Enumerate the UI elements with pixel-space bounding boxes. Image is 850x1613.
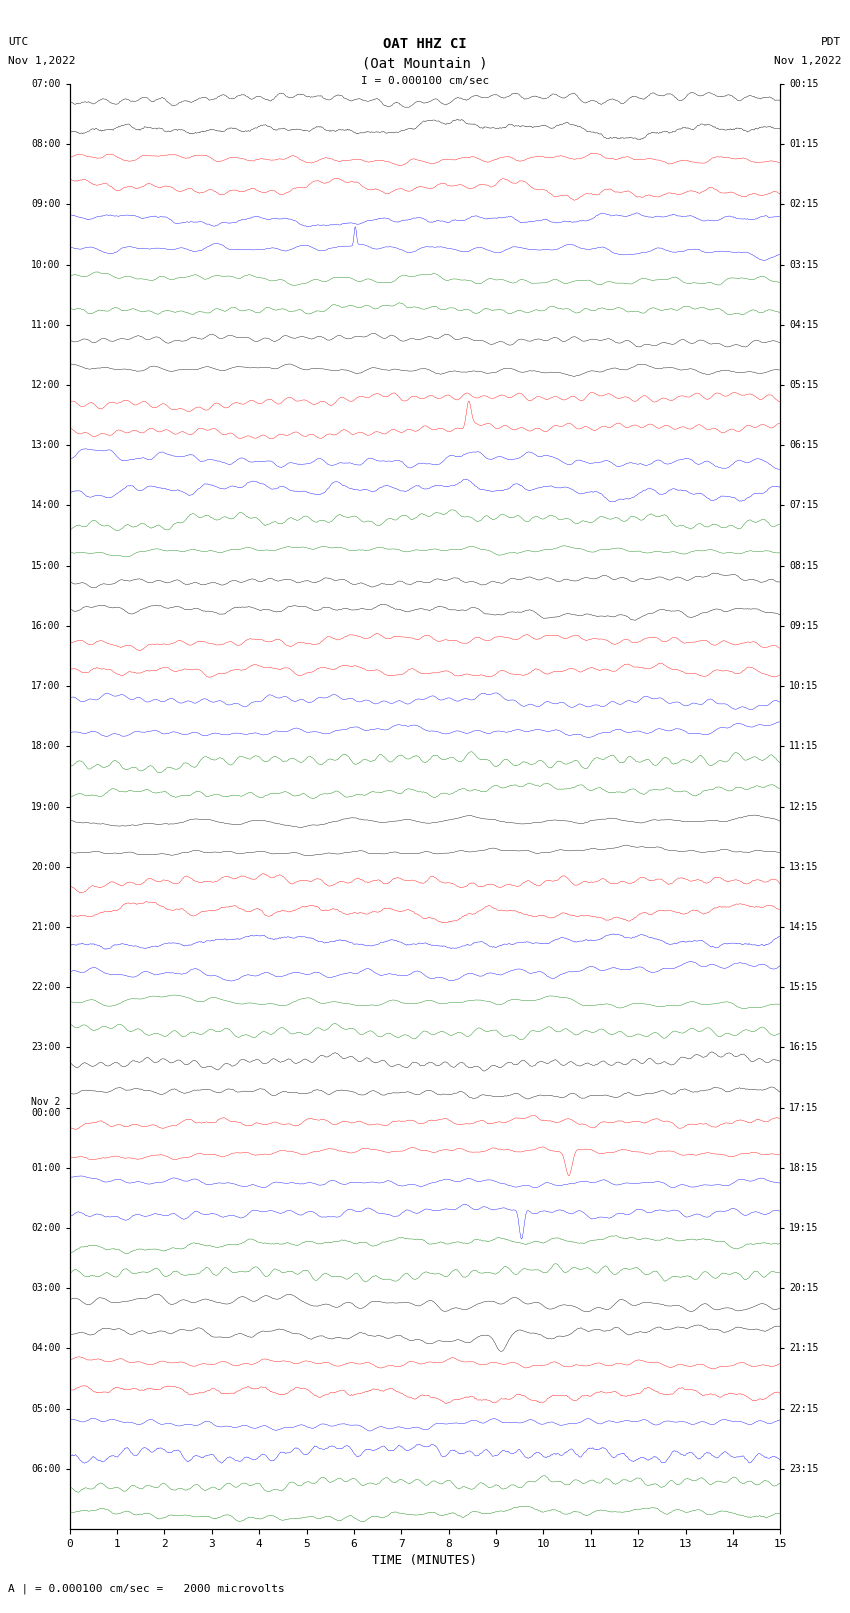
Text: OAT HHZ CI: OAT HHZ CI [383,37,467,52]
Text: I = 0.000100 cm/sec: I = 0.000100 cm/sec [361,76,489,85]
Text: PDT: PDT [821,37,842,47]
Text: A | = 0.000100 cm/sec =   2000 microvolts: A | = 0.000100 cm/sec = 2000 microvolts [8,1582,286,1594]
Text: (Oat Mountain ): (Oat Mountain ) [362,56,488,71]
Text: Nov 1,2022: Nov 1,2022 [8,56,76,66]
Text: Nov 1,2022: Nov 1,2022 [774,56,842,66]
X-axis label: TIME (MINUTES): TIME (MINUTES) [372,1555,478,1568]
Text: UTC: UTC [8,37,29,47]
